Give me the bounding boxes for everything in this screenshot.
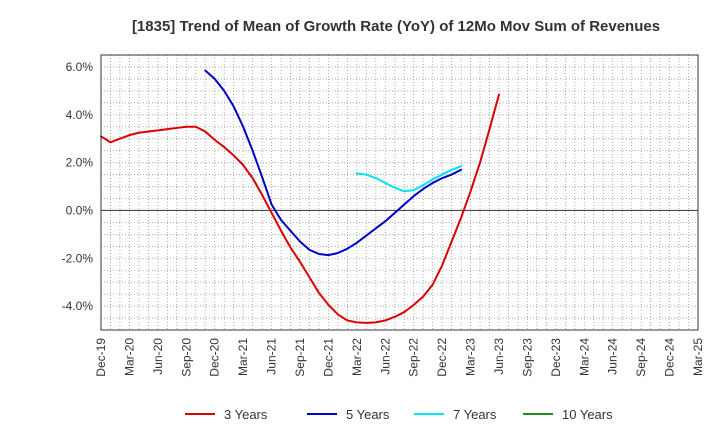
x-tick-label: Mar-22 bbox=[350, 338, 364, 376]
x-axis: Dec-19 Mar-20 Jun-20 Sep-20 Dec-20 Mar-21 Jun-… bbox=[94, 338, 705, 377]
x-tick-label: Sep-20 bbox=[179, 338, 193, 377]
x-tick-label: Sep-23 bbox=[520, 338, 534, 377]
x-tick-label: Mar-20 bbox=[122, 338, 136, 376]
y-tick-label: 4.0% bbox=[66, 108, 94, 122]
x-tick-label: Mar-21 bbox=[236, 338, 250, 376]
x-tick-label: Mar-24 bbox=[577, 338, 591, 376]
series-line-3-years bbox=[100, 93, 500, 324]
x-tick-label: Jun-23 bbox=[492, 338, 506, 375]
legend: 3 Years 5 Years 7 Years 10 Years bbox=[185, 407, 613, 422]
x-tick-label: Sep-24 bbox=[634, 338, 648, 377]
x-tick-label: Dec-23 bbox=[549, 338, 563, 377]
x-tick-label: Dec-20 bbox=[208, 338, 222, 377]
y-tick-label: -2.0% bbox=[62, 251, 94, 265]
x-tick-label: Jun-22 bbox=[378, 338, 392, 375]
x-tick-label: Dec-19 bbox=[94, 338, 108, 377]
legend-label: 5 Years bbox=[346, 407, 390, 422]
plot-frame bbox=[100, 54, 699, 331]
y-tick-label: 6.0% bbox=[66, 60, 94, 74]
y-tick-label: -4.0% bbox=[62, 299, 94, 313]
x-tick-label: Jun-24 bbox=[606, 338, 620, 375]
y-tick-label: 2.0% bbox=[66, 156, 94, 170]
y-tick-label: 0.0% bbox=[66, 203, 94, 217]
chart-title: [1835] Trend of Mean of Growth Rate (YoY… bbox=[132, 18, 660, 35]
x-tick-label: Jun-21 bbox=[265, 338, 279, 375]
y-axis: 6.0% 4.0% 2.0% 0.0% -2.0% -4.0% bbox=[62, 60, 94, 313]
legend-label: 7 Years bbox=[453, 407, 497, 422]
series-line-7-years bbox=[355, 165, 463, 193]
x-tick-label: Sep-21 bbox=[293, 338, 307, 377]
x-tick-label: Dec-24 bbox=[663, 338, 677, 377]
grid bbox=[101, 55, 698, 330]
series-lines bbox=[100, 69, 500, 324]
x-tick-label: Mar-23 bbox=[464, 338, 478, 376]
series-line-5-years bbox=[204, 69, 463, 257]
x-tick-label: Mar-25 bbox=[691, 338, 705, 376]
x-tick-label: Sep-22 bbox=[407, 338, 421, 377]
legend-label: 3 Years bbox=[224, 407, 268, 422]
x-tick-label: Dec-22 bbox=[435, 338, 449, 377]
x-tick-label: Dec-21 bbox=[321, 338, 335, 377]
legend-label: 10 Years bbox=[562, 407, 613, 422]
x-tick-label: Jun-20 bbox=[151, 338, 165, 375]
